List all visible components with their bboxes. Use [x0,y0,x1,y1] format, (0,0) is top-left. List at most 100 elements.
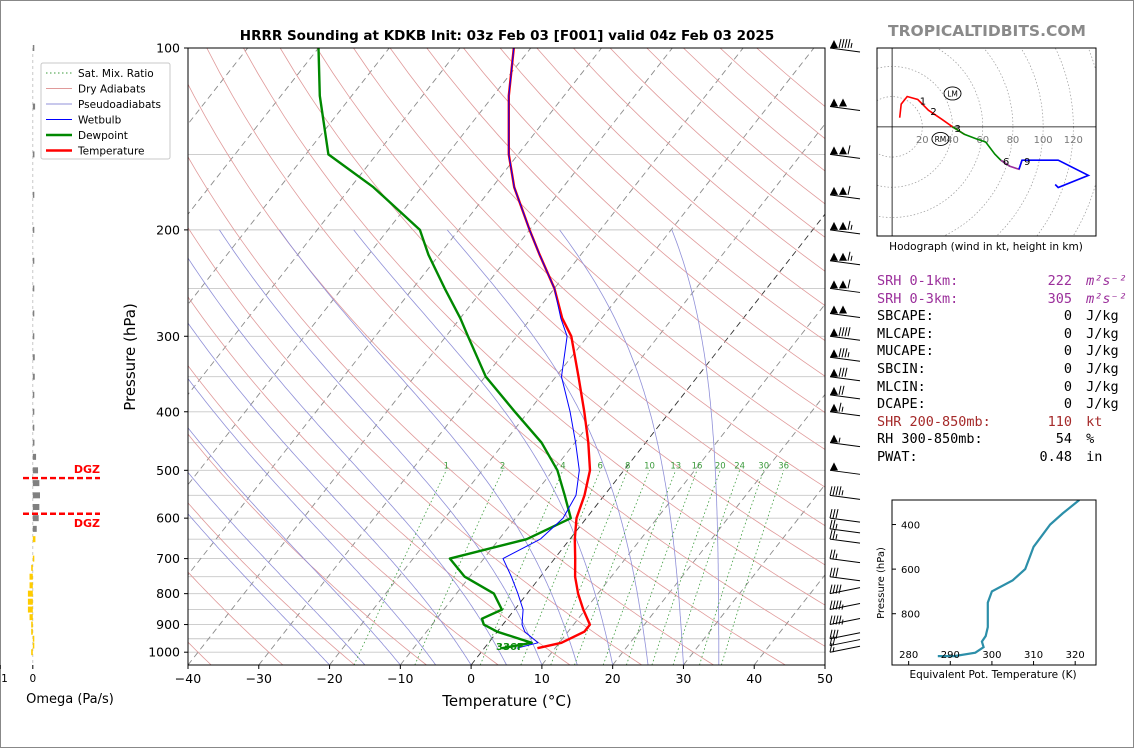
barb-flag [835,629,839,639]
wind-barb [829,636,861,647]
mixing-ratio-label: 4 [560,461,565,471]
mixing-ratio-line [353,470,447,665]
stat-value: 0 [1063,378,1072,395]
pseudo-adiabat-line [188,257,507,665]
pseudo-adiabat-line [278,229,578,665]
y-tick-label: 700 [156,551,180,566]
barb-pennant [830,146,838,155]
omega-bar [31,564,33,571]
barb-flag [847,279,851,289]
y-tick-label: 600 [156,511,180,526]
dry-adiabat-line [426,48,825,414]
barb-flag [841,38,845,49]
dgz-label-top: DGZ [74,463,100,476]
surface-label: 336F [496,642,524,653]
dry-adiabat-line [499,48,825,342]
stat-row: MUCAPE: 0 J/kg [877,343,1119,361]
barb-staff [829,517,861,523]
theta-e-x-tick-label: 310 [1024,650,1043,661]
barb-flag [841,367,845,377]
x-tick-label: −10 [387,671,413,686]
barb-flag [838,38,842,49]
mixing-ratio-label: 24 [734,461,745,471]
isotherm-line [188,48,602,576]
x-tick-label: 0 [467,671,475,686]
hodograph-height-label: 3 [955,124,961,135]
mixing-ratio-labels: 1 2 4 6 8 10 13 16 20 24 30 36 [444,461,789,471]
wind-barb [829,251,861,266]
barb-flag [841,348,845,358]
omega-bar [32,373,35,380]
barb-staff [829,356,861,362]
hodograph-height-label: 1 [920,97,926,108]
skewt-ticks: −40 −30 −20 −10 0 10 20 30 40 50 100 200 300 400 500 60… [148,41,833,687]
pseudo-adiabat-line [559,229,684,665]
theta-e-ylabel: Pressure (hPa) [876,547,887,619]
barb-pennant [839,98,847,107]
mixing-ratio-line [651,470,721,665]
stat-unit: m²s⁻² [1078,290,1127,307]
theta-e-x-tick-label: 290 [941,650,960,661]
hodograph-ring-label: 100 [1034,135,1053,146]
barb-flag [829,486,833,496]
y-tick-label: 500 [156,463,180,478]
stat-label: SBCAPE: [877,308,934,325]
wind-barb [829,600,861,611]
barb-half-flag [835,553,838,559]
pseudo-adiabat-line [671,229,720,665]
stat-label: SRH 0-3km: [877,290,959,307]
dry-adiabat-line [243,48,825,606]
hodograph-height-label: 9 [1024,157,1030,168]
x-tick-label: 10 [534,671,550,686]
omega-bar [32,480,40,487]
omega-bar [32,536,36,543]
wind-barb [829,462,861,475]
barb-flag [829,530,833,540]
dry-adiabat-line [536,48,825,307]
x-tick-label: −20 [316,671,342,686]
barb-flag [838,402,842,412]
wind-barb [829,279,861,293]
mixing-ratio-label: 13 [670,461,681,471]
stat-value: 110 [1047,413,1072,430]
chart-title: HRRR Sounding at KDKB Init: 03z Feb 03 [… [240,28,774,44]
omega-xlabel: Omega (Pa/s) [26,692,114,707]
barb-flag [832,486,836,496]
hodograph-trace [952,126,1011,167]
isotherm-line [188,48,319,215]
mixing-ratio-line [699,470,765,665]
barb-staff [829,538,861,544]
dry-adiabat-line [389,48,825,450]
wind-barb [829,584,861,595]
barb-flag [838,367,842,377]
x-tick-label: −40 [175,671,201,686]
barb-staff [829,618,861,626]
y-tick-label: 100 [156,41,180,56]
barb-flag [829,509,833,519]
theta-e-line [937,500,1080,658]
barb-half-flag [841,490,844,496]
mixing-ratio-label: 10 [644,461,655,471]
barb-pennant [830,221,838,230]
stat-unit: J/kg [1078,361,1119,377]
hodograph-ring-label: 120 [1064,135,1083,146]
barb-flag [841,385,845,395]
mixing-ratio-line [602,470,677,665]
mixing-ratio-label: 16 [692,461,703,471]
profile-wetbulb [502,48,580,649]
stat-value: 0 [1063,361,1072,377]
barb-flag [829,600,833,610]
barb-flag [838,327,842,337]
wind-barb [829,220,861,235]
stat-unit: J/kg [1078,325,1119,342]
stat-row: SBCIN: 0 J/kg [877,361,1119,379]
omega-panel: 0−1−2 [0,45,100,685]
mixing-ratio-line [479,470,564,665]
hodograph-trace [898,95,966,136]
theta-e-x-tick-label: 280 [899,650,918,661]
stat-label: SHR 200-850mb: [877,413,991,430]
wind-barb [829,615,861,626]
barb-staff [829,639,861,647]
omega-bar [29,573,33,580]
dry-adiabat-line [279,48,825,566]
